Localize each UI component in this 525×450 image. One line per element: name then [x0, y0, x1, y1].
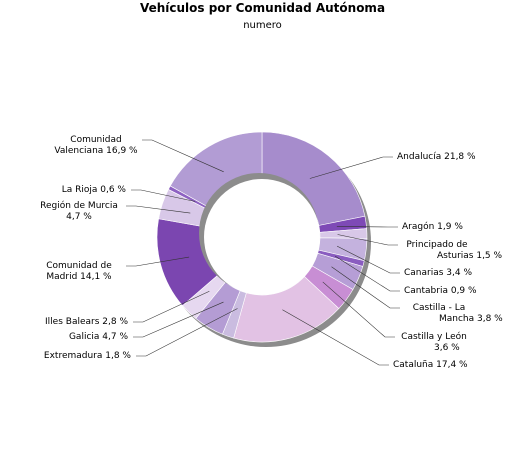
leader-line-region-de-murcia: [126, 205, 191, 214]
leader-line-galicia: [133, 301, 224, 338]
data-label-galicia: Galicia 4,7 %: [69, 332, 128, 342]
data-label-comunidad-de-madrid: Comunidad de Madrid 14,1 %: [46, 261, 112, 282]
data-label-comunidad-valenciana: Comunidad Valenciana 16,9 %: [54, 135, 138, 156]
leader-line-cantabria: [334, 255, 400, 292]
data-label-illes-balears: Illes Balears 2,8 %: [45, 317, 128, 327]
leader-line-aragon: [336, 226, 398, 228]
data-label-canarias: Canarias 3,4 %: [404, 268, 472, 278]
slice-labels: Andalucía 21,8 % Aragón 1,9 % Principado d…: [40, 135, 503, 370]
data-label-cantabria: Cantabria 0,9 %: [404, 286, 477, 296]
data-label-extremadura: Extremadura 1,8 %: [44, 351, 132, 361]
leader-line-andalucia: [309, 156, 393, 179]
data-label-principado-de-asturias: Principado de Asturias 1,5 %: [406, 240, 502, 261]
data-label-castilla-la-mancha: Castilla - La Mancha 3,8 %: [413, 303, 503, 324]
data-label-castilla-y-leon: Castilla y León 3,6 %: [401, 331, 467, 353]
data-label-la-rioja: La Rioja 0,6 %: [62, 185, 127, 195]
data-label-cataluna: Cataluña 17,4 %: [393, 360, 468, 370]
donut-hole: [204, 179, 320, 295]
data-label-andalucia: Andalucía 21,8 %: [397, 152, 476, 162]
leader-line-comunidad-de-madrid: [126, 256, 190, 267]
leader-line-extremadura: [136, 308, 238, 357]
chart-title: Vehículos por Comunidad Autónoma: [139, 1, 386, 15]
leader-line-castilla-la-mancha: [331, 266, 400, 309]
leader-line-cataluna: [282, 309, 389, 366]
leader-line-principado-de-asturias: [337, 234, 398, 246]
data-label-region-de-murcia: Región de Murcia 4,7 %: [40, 200, 118, 222]
chart-subtitle: numero: [243, 20, 282, 31]
leader-line-castilla-y-leon: [322, 281, 395, 338]
leader-line-canarias: [336, 245, 400, 274]
leader-line-comunidad-valenciana: [142, 139, 224, 173]
data-label-aragon: Aragón 1,9 %: [402, 221, 463, 232]
leader-line-la-rioja: [131, 189, 196, 202]
leader-line-illes-balears: [133, 290, 210, 323]
